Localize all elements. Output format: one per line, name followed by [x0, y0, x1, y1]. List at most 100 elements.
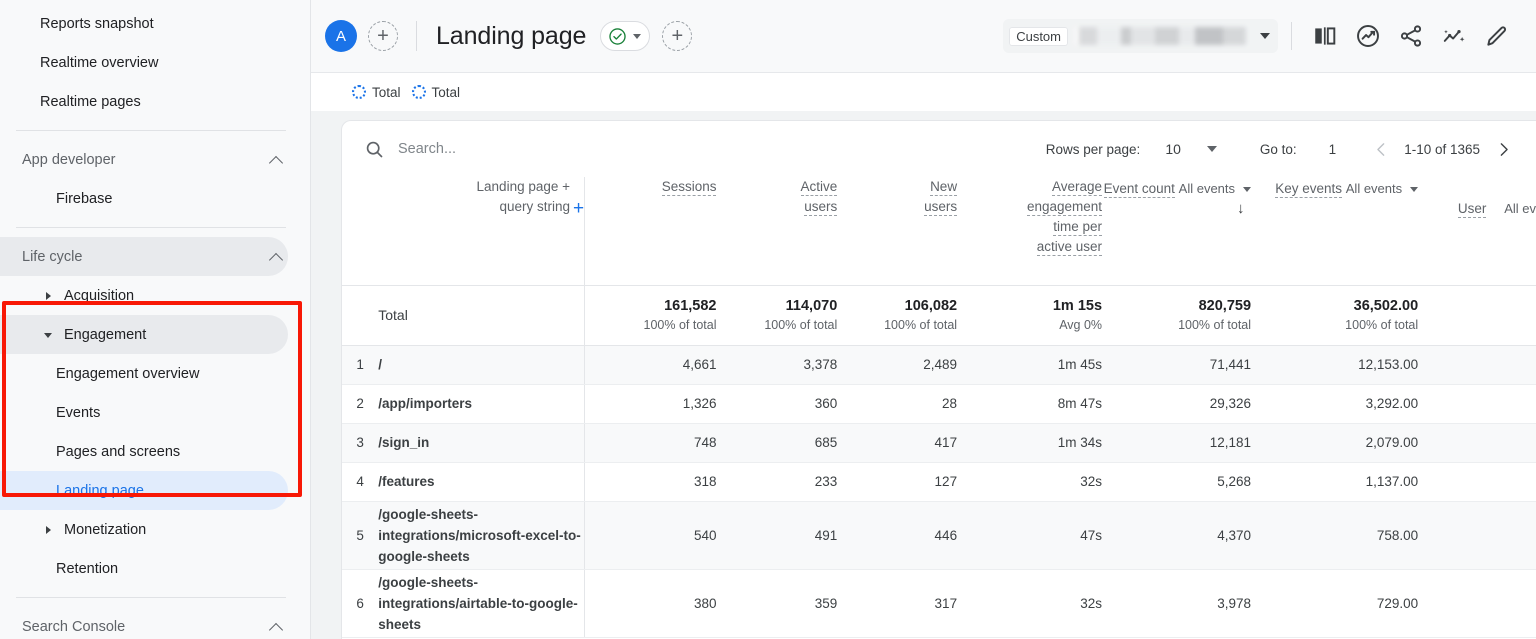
- chevron-left-icon: [1376, 142, 1385, 156]
- add-comparison-button[interactable]: +: [368, 21, 398, 51]
- chevron-down-icon[interactable]: [1206, 146, 1217, 152]
- header-sessions[interactable]: Sessions: [584, 177, 717, 286]
- sidebar-divider: [16, 130, 286, 131]
- sidebar-item-events[interactable]: Events: [0, 393, 288, 432]
- sidebar-group-search-console[interactable]: Search Console: [0, 607, 288, 639]
- sidebar-item-retention[interactable]: Retention: [0, 549, 288, 588]
- insights-icon[interactable]: [1346, 15, 1389, 58]
- key-events-filter-dropdown[interactable]: All events: [1346, 179, 1419, 199]
- sidebar-item-label: Acquisition: [64, 287, 135, 304]
- total-sublabel: 100% of total: [1345, 317, 1419, 332]
- avatar[interactable]: A: [325, 20, 357, 52]
- sidebar-item-pages-and-screens[interactable]: Pages and screens: [0, 432, 288, 471]
- header-landing-page-query-string[interactable]: Landing page + query string +: [378, 177, 585, 286]
- sidebar-item-monetization[interactable]: Monetization: [0, 510, 288, 549]
- sidebar-group-app-developer[interactable]: App developer: [0, 140, 288, 179]
- row-dimension[interactable]: /app/importers: [378, 384, 585, 424]
- row-index: 4: [342, 462, 379, 502]
- table-row[interactable]: 6 /google-sheets-integrations/airtable-t…: [342, 569, 1536, 638]
- user-filter-dropdown[interactable]: All ev: [1490, 199, 1536, 219]
- go-to-label: Go to:: [1259, 141, 1297, 157]
- sidebar-item-label: Events: [56, 404, 101, 421]
- sidebar-item-engagement-overview[interactable]: Engagement overview: [0, 354, 288, 393]
- row-sessions: 748: [584, 423, 717, 463]
- event-count-filter-dropdown[interactable]: All events: [1179, 179, 1252, 199]
- table-row[interactable]: 3 /sign_in 748 685 417 1m 34s 12,181 2,0…: [342, 423, 1536, 463]
- header-label: Average: [1052, 179, 1103, 196]
- total-event-count: 820,759 100% of total: [1102, 285, 1252, 346]
- row-active-users: 359: [716, 569, 838, 638]
- segment-chip-total-2[interactable]: Total: [411, 85, 460, 100]
- header-label: Key events: [1275, 181, 1342, 198]
- dimension-header-line2: query string: [499, 199, 570, 214]
- page-title: Landing page: [436, 21, 587, 50]
- total-value: 106,082: [904, 297, 958, 314]
- add-dimension-icon[interactable]: +: [573, 198, 585, 219]
- sidebar-group-life-cycle[interactable]: Life cycle: [0, 237, 288, 276]
- segment-icon: [352, 85, 366, 99]
- row-dimension[interactable]: /google-sheets-integrations/airtable-to-…: [378, 569, 585, 638]
- previous-page-button[interactable]: [1366, 134, 1396, 164]
- trends-icon[interactable]: [1432, 15, 1475, 58]
- table-row[interactable]: 5 /google-sheets-integrations/microsoft-…: [342, 501, 1536, 570]
- table-row[interactable]: 2 /app/importers 1,326 360 28 8m 47s 29,…: [342, 384, 1536, 424]
- row-index: 5: [342, 501, 379, 570]
- date-range-picker[interactable]: Custom: [1003, 19, 1278, 53]
- sidebar-item-firebase[interactable]: Firebase: [0, 179, 288, 218]
- sidebar-item-realtime-pages[interactable]: Realtime pages: [0, 82, 288, 121]
- date-range-custom-label: Custom: [1009, 26, 1068, 46]
- row-user-truncated: [1418, 384, 1536, 424]
- search-input[interactable]: [398, 141, 728, 157]
- header-user-truncated[interactable]: User All ev: [1418, 177, 1536, 286]
- row-dimension[interactable]: /google-sheets-integrations/microsoft-ex…: [378, 501, 585, 570]
- chevron-up-icon[interactable]: [270, 250, 284, 264]
- rows-per-page-value[interactable]: 10: [1165, 141, 1181, 157]
- sidebar-item-reports-snapshot[interactable]: Reports snapshot: [0, 4, 288, 43]
- row-sessions: 540: [584, 501, 717, 570]
- chevron-up-icon[interactable]: [270, 620, 284, 634]
- row-sessions: 1,326: [584, 384, 717, 424]
- total-value: 114,070: [785, 297, 838, 314]
- share-icon[interactable]: [1389, 15, 1432, 58]
- sidebar-item-landing-page[interactable]: Landing page: [0, 471, 288, 510]
- table-row[interactable]: 4 /features 318 233 127 32s 5,268 1,137.…: [342, 462, 1536, 502]
- sidebar-item-engagement[interactable]: Engagement: [0, 315, 288, 354]
- total-key-events: 36,502.00 100% of total: [1251, 285, 1419, 346]
- data-table-card: Rows per page: 10 Go to: 1 1-10 of 1365: [341, 120, 1536, 639]
- report-status-dropdown[interactable]: [600, 21, 651, 51]
- go-to-input[interactable]: 1: [1328, 141, 1337, 157]
- compare-icon[interactable]: [1303, 15, 1346, 58]
- row-user-truncated: [1418, 569, 1536, 638]
- triangle-right-icon[interactable]: [41, 522, 57, 538]
- total-sublabel: 100% of total: [884, 317, 958, 332]
- sidebar-group-label: Search Console: [22, 618, 126, 635]
- search-box[interactable]: [364, 139, 1046, 160]
- row-active-users: 491: [716, 501, 838, 570]
- edit-icon[interactable]: [1475, 15, 1518, 58]
- header-new-users[interactable]: New users: [837, 177, 958, 286]
- chevron-up-icon[interactable]: [270, 153, 284, 167]
- row-dimension[interactable]: /features: [378, 462, 585, 502]
- sidebar-item-acquisition[interactable]: Acquisition: [0, 276, 288, 315]
- sidebar-item-label: Firebase: [56, 190, 113, 207]
- sort-descending-icon[interactable]: ↓: [1237, 200, 1245, 217]
- next-page-button[interactable]: [1488, 134, 1518, 164]
- header-key-events[interactable]: ↓ Key events All events: [1237, 177, 1419, 286]
- chevron-down-icon: [1260, 33, 1270, 39]
- table-row[interactable]: 1 / 4,661 3,378 2,489 1m 45s 71,441 12,1…: [342, 345, 1536, 385]
- header-active-users[interactable]: Active users: [716, 177, 838, 286]
- sidebar-item-realtime-overview[interactable]: Realtime overview: [0, 43, 288, 82]
- add-report-button[interactable]: +: [662, 21, 693, 51]
- row-dimension[interactable]: /: [378, 345, 585, 385]
- sidebar-item-label: Reports snapshot: [40, 15, 154, 32]
- chevron-down-icon: [633, 33, 642, 39]
- header-average-engagement-time[interactable]: Average engagement time per active user: [957, 177, 1103, 286]
- segment-chip-total-1[interactable]: Total: [352, 85, 401, 100]
- triangle-down-icon[interactable]: [41, 327, 57, 343]
- date-range-value-redacted: [1075, 27, 1246, 45]
- header-event-count[interactable]: Event count All events: [1102, 177, 1252, 286]
- header-label: Active: [800, 179, 838, 196]
- triangle-right-icon[interactable]: [41, 288, 57, 304]
- row-dimension[interactable]: /sign_in: [378, 423, 585, 463]
- sidebar-item-label: Realtime pages: [40, 93, 141, 110]
